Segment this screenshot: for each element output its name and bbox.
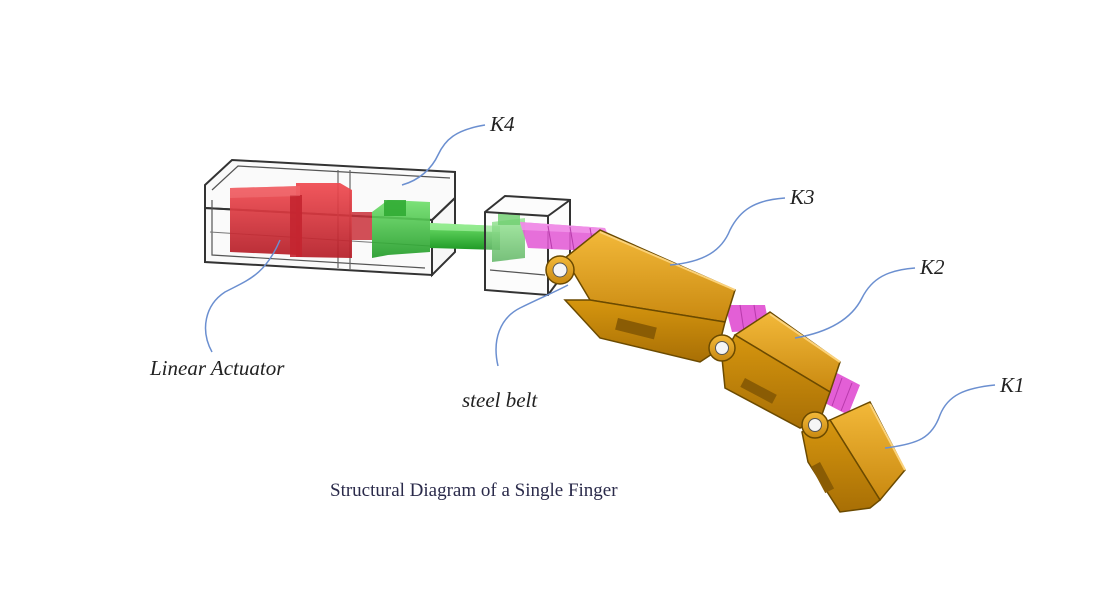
leader-steel-belt — [495, 284, 569, 367]
leader-linear-actuator — [204, 239, 281, 353]
leader-k2 — [794, 267, 916, 339]
label-k1: K1 — [1000, 373, 1025, 397]
label-steel-belt: steel belt — [462, 388, 538, 412]
label-linear-actuator: Linear Actuator — [150, 356, 285, 380]
phalanx-k1 — [801, 401, 906, 513]
phalanx-k2 — [708, 311, 841, 429]
leader-k1 — [884, 384, 996, 449]
phalanx-k3 — [545, 229, 736, 363]
label-k3: K3 — [790, 185, 815, 209]
leader-k3 — [669, 197, 786, 266]
leader-k4 — [401, 124, 486, 186]
leader-lines — [204, 124, 996, 449]
linear-actuator-motor — [230, 183, 372, 258]
label-k2: K2 — [920, 255, 945, 279]
label-k4: K4 — [490, 112, 515, 136]
green-slider — [372, 200, 525, 262]
figure-caption: Structural Diagram of a Single Finger — [330, 480, 618, 501]
